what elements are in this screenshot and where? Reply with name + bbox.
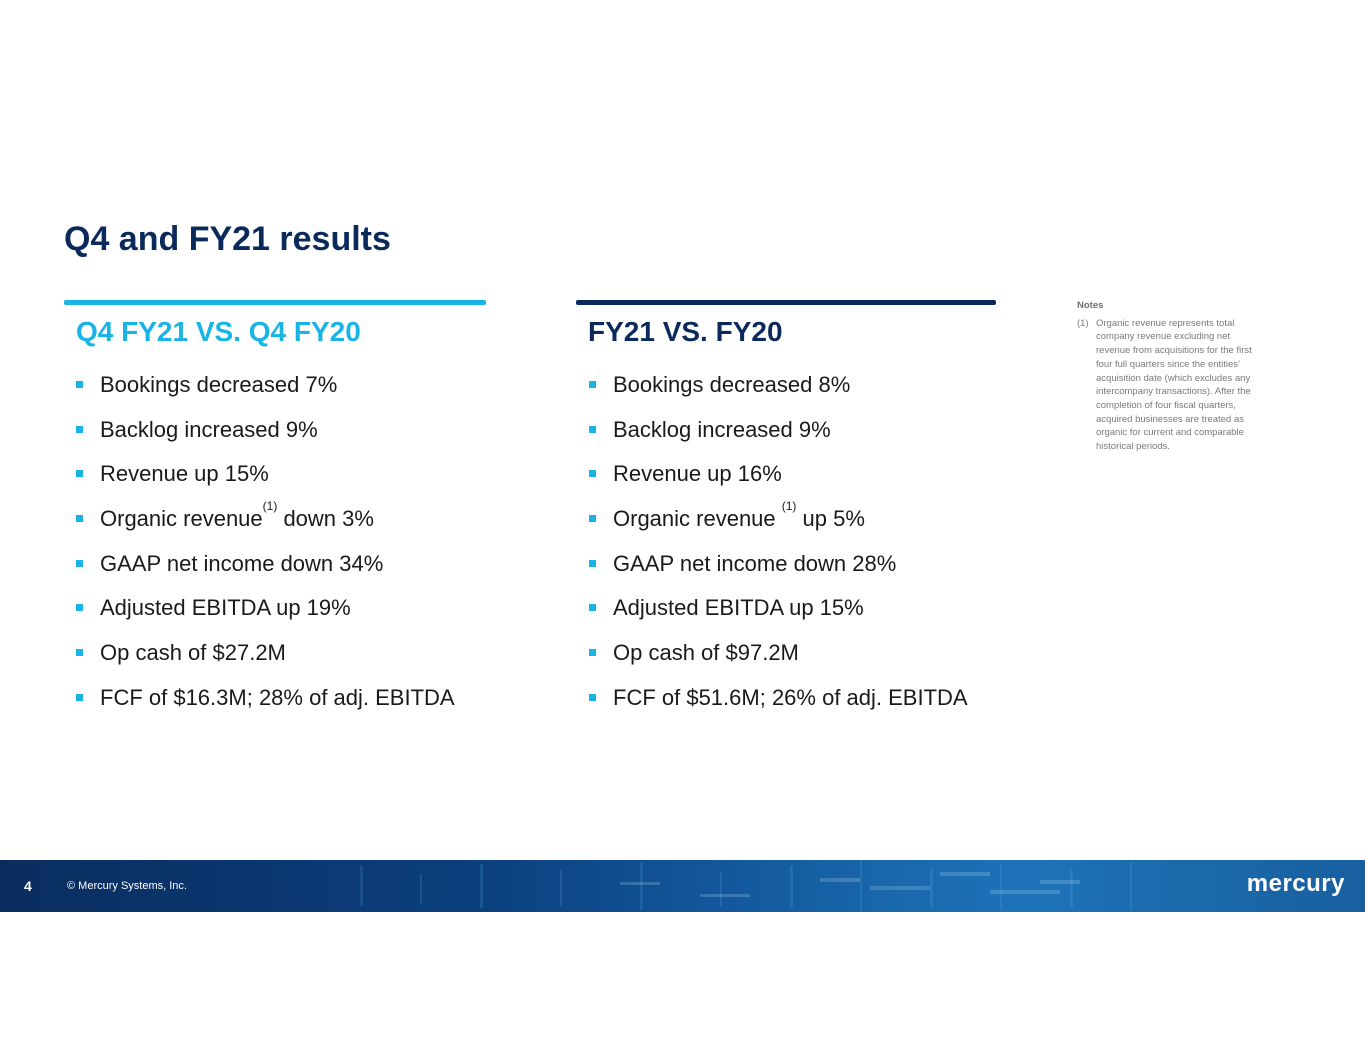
bullet-square-icon <box>589 425 596 433</box>
bullet-square-icon <box>589 515 596 523</box>
bullet-text: Backlog increased 9% <box>100 416 318 442</box>
bullet-item: Backlog increased 9% <box>577 415 996 460</box>
bullet-item: FCF of $51.6M; 26% of adj. EBITDA <box>577 683 996 728</box>
right-column: FY21 VS. FY20 Bookings decreased 8% Back… <box>576 300 996 728</box>
bullet-item: Bookings decreased 7% <box>64 370 486 415</box>
bullet-square-icon <box>589 381 596 388</box>
bullet-text: Bookings decreased 7% <box>100 372 338 397</box>
bullet-item: Revenue up 15% <box>64 459 486 504</box>
bullet-item: Op cash of $27.2M <box>64 638 486 683</box>
footnote-reference: (1) <box>262 499 278 514</box>
notes-heading: Notes <box>1077 300 1104 311</box>
bullet-square-icon <box>589 559 596 567</box>
bullet-square-icon <box>76 425 83 433</box>
bullet-text: down 3% <box>277 506 374 532</box>
bullet-item: GAAP net income down 28% <box>577 549 996 594</box>
bullet-text: Op cash of $27.2M <box>100 640 286 666</box>
bullet-text: Bookings decreased 8% <box>613 372 851 397</box>
bullet-text: FCF of $51.6M; 26% of adj. EBITDA <box>613 684 968 710</box>
bullet-item: GAAP net income down 34% <box>64 549 486 594</box>
bullet-square-icon <box>76 381 83 388</box>
bullet-item: Adjusted EBITDA up 19% <box>64 593 486 638</box>
bullet-text: Op cash of $97.2M <box>613 640 799 666</box>
footer-texture-graphic <box>360 860 1132 912</box>
bullet-item: Organic revenue (1) up 5% <box>577 500 996 549</box>
left-column-rule <box>64 300 486 305</box>
bullet-text: GAAP net income down 34% <box>100 550 384 576</box>
bullet-text: FCF of $16.3M; 28% of adj. EBITDA <box>100 684 455 710</box>
bullet-item: FCF of $16.3M; 28% of adj. EBITDA <box>64 683 486 728</box>
bullet-item: Bookings decreased 8% <box>577 370 996 415</box>
right-bullet-list: Bookings decreased 8% Backlog increased … <box>576 370 996 728</box>
footnote-reference: (1) <box>781 499 797 514</box>
right-column-rule <box>576 300 996 305</box>
bullet-text: Organic revenue <box>613 506 782 532</box>
bullet-square-icon <box>76 515 83 523</box>
bullet-square-icon <box>76 604 83 612</box>
bullet-text: Adjusted EBITDA up 19% <box>100 595 351 621</box>
bullet-item: Op cash of $97.2M <box>577 638 996 683</box>
right-column-heading: FY21 VS. FY20 <box>588 316 783 347</box>
bullet-text: Revenue up 15% <box>100 461 269 487</box>
bullet-item: Organic revenue(1) down 3% <box>64 500 486 549</box>
copyright-text: © Mercury Systems, Inc. <box>67 880 187 892</box>
bullet-item: Revenue up 16% <box>577 459 996 504</box>
bullet-item: Backlog increased 9% <box>64 415 486 460</box>
bullet-text: GAAP net income down 28% <box>613 550 897 576</box>
footer-band: 4 © Mercury Systems, Inc. mercury <box>0 860 1365 912</box>
notes-panel: Notes (1) Organic revenue represents tot… <box>1077 299 1267 454</box>
bullet-square-icon <box>589 693 596 701</box>
bullet-text: Adjusted EBITDA up 15% <box>613 595 864 621</box>
note-text: Organic revenue represents total company… <box>1096 317 1252 453</box>
mercury-logo: mercury <box>1246 870 1345 897</box>
bullet-square-icon <box>76 649 83 657</box>
page-number: 4 <box>24 878 32 894</box>
bullet-square-icon <box>589 470 596 478</box>
bullet-text: up 5% <box>796 506 865 532</box>
bullet-square-icon <box>589 649 596 657</box>
bullet-text: Backlog increased 9% <box>613 416 831 442</box>
left-bullet-list: Bookings decreased 7% Backlog increased … <box>64 370 486 728</box>
left-column: Q4 FY21 VS. Q4 FY20 Bookings decreased 7… <box>64 300 486 728</box>
bullet-item: Adjusted EBITDA up 15% <box>577 593 996 638</box>
bullet-text: Revenue up 16% <box>613 461 782 487</box>
note-item: (1) Organic revenue represents total com… <box>1077 317 1267 454</box>
bullet-text: Organic revenue <box>100 506 263 532</box>
bullet-square-icon <box>76 559 83 567</box>
note-number: (1) <box>1077 317 1089 329</box>
bullet-square-icon <box>76 470 83 478</box>
bullet-square-icon <box>589 604 596 612</box>
slide-title: Q4 and FY21 results <box>64 220 391 258</box>
left-column-heading: Q4 FY21 VS. Q4 FY20 <box>76 316 361 347</box>
bullet-square-icon <box>76 693 83 701</box>
